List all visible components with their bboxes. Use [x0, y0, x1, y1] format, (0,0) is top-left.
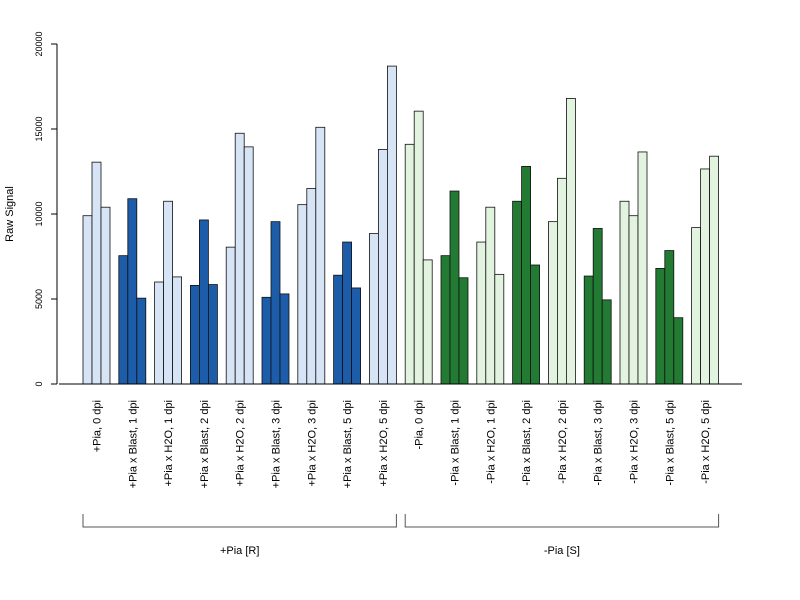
- bar: [333, 274, 344, 385]
- y-axis: 0 5000 10000 15000 20000: [34, 31, 58, 387]
- category-label: +Pia x H2O, 3 dpi: [306, 400, 318, 487]
- bar: [619, 200, 630, 385]
- category-label: +Pia x H2O, 5 dpi: [378, 400, 390, 487]
- bar: [458, 277, 469, 385]
- bar: [673, 317, 684, 385]
- bar: [270, 221, 281, 385]
- bar: [709, 155, 719, 385]
- category-label: +Pia x Blast, 5 dpi: [342, 400, 354, 488]
- category-label: -Pia x H2O, 2 dpi: [557, 400, 569, 484]
- bar: [494, 273, 505, 385]
- category-label: -Pia x H2O, 5 dpi: [700, 400, 712, 484]
- group-bracket: [82, 514, 397, 528]
- category-label: -Pia x H2O, 3 dpi: [629, 400, 641, 484]
- bar: [530, 264, 540, 385]
- bar: [163, 200, 174, 385]
- bar: [413, 110, 424, 385]
- bar: [297, 204, 308, 385]
- bar: [700, 168, 710, 385]
- bar: [368, 233, 379, 385]
- group-bracket: [404, 514, 720, 528]
- category-label: -Pia x Blast, 2 dpi: [521, 400, 533, 486]
- category-labels: +Pia, 0 dpi +Pia x Blast, 1 dpi +Pia x H2O…: [92, 400, 713, 488]
- bar: [485, 206, 496, 385]
- y-tick-label: 15000: [34, 116, 44, 141]
- bar: [449, 190, 460, 385]
- bars: [82, 65, 719, 385]
- bar: [557, 177, 567, 385]
- bar: [234, 132, 245, 385]
- bar: [261, 296, 272, 385]
- y-tick-label: 5000: [34, 289, 44, 309]
- category-label: +Pia x H2O, 1 dpi: [163, 400, 175, 487]
- category-label: -Pia x Blast, 5 dpi: [664, 400, 676, 486]
- bar: [440, 255, 451, 385]
- y-tick-label: 20000: [34, 31, 44, 56]
- bar: [100, 206, 111, 385]
- y-axis-title: Raw Signal: [4, 186, 16, 242]
- bar: [422, 259, 433, 385]
- bar: [664, 250, 675, 385]
- bar: [655, 267, 666, 385]
- bar: [476, 241, 487, 385]
- bar: [225, 246, 236, 385]
- bar: [82, 215, 93, 385]
- bar: [189, 284, 200, 385]
- bar: [118, 255, 129, 385]
- category-label: -Pia, 0 dpi: [414, 400, 426, 450]
- category-label: +Pia x Blast, 1 dpi: [127, 400, 139, 488]
- category-label: -Pia x Blast, 3 dpi: [593, 400, 605, 486]
- bar: [521, 165, 531, 385]
- bar: [592, 228, 603, 385]
- bar: [172, 276, 183, 385]
- category-label: +Pia x Blast, 2 dpi: [199, 400, 211, 488]
- bar: [601, 299, 612, 385]
- group-brackets: +Pia [R] -Pia [S]: [82, 514, 720, 557]
- category-label: +Pia x H2O, 2 dpi: [235, 400, 247, 487]
- bar: [386, 65, 397, 385]
- group-label: +Pia [R]: [220, 545, 259, 557]
- bar: [342, 241, 353, 385]
- bar: [351, 287, 362, 385]
- category-label: -Pia x H2O, 1 dpi: [485, 400, 497, 484]
- bar: [243, 146, 254, 385]
- bar: [583, 275, 594, 385]
- bar: [637, 151, 648, 385]
- bar: [512, 200, 522, 385]
- bar: [628, 215, 639, 385]
- category-label: -Pia x Blast, 1 dpi: [450, 400, 462, 486]
- bar: [279, 293, 290, 385]
- category-label: +Pia, 0 dpi: [92, 400, 104, 452]
- bar: [306, 188, 317, 385]
- bar: [198, 219, 209, 385]
- bar: [377, 148, 388, 385]
- bar: [127, 198, 138, 385]
- bar: [548, 221, 558, 385]
- y-tick-label: 10000: [34, 201, 44, 226]
- y-tick-label: 0: [34, 381, 44, 386]
- bar: [566, 98, 576, 385]
- bar: [91, 161, 102, 385]
- bar: [404, 143, 415, 385]
- group-label: -Pia [S]: [544, 545, 580, 557]
- bar: [691, 227, 701, 385]
- category-label: +Pia x Blast, 3 dpi: [271, 400, 283, 488]
- bar: [154, 281, 165, 385]
- bar: [315, 126, 326, 385]
- bar: [207, 284, 218, 385]
- bar: [136, 297, 147, 385]
